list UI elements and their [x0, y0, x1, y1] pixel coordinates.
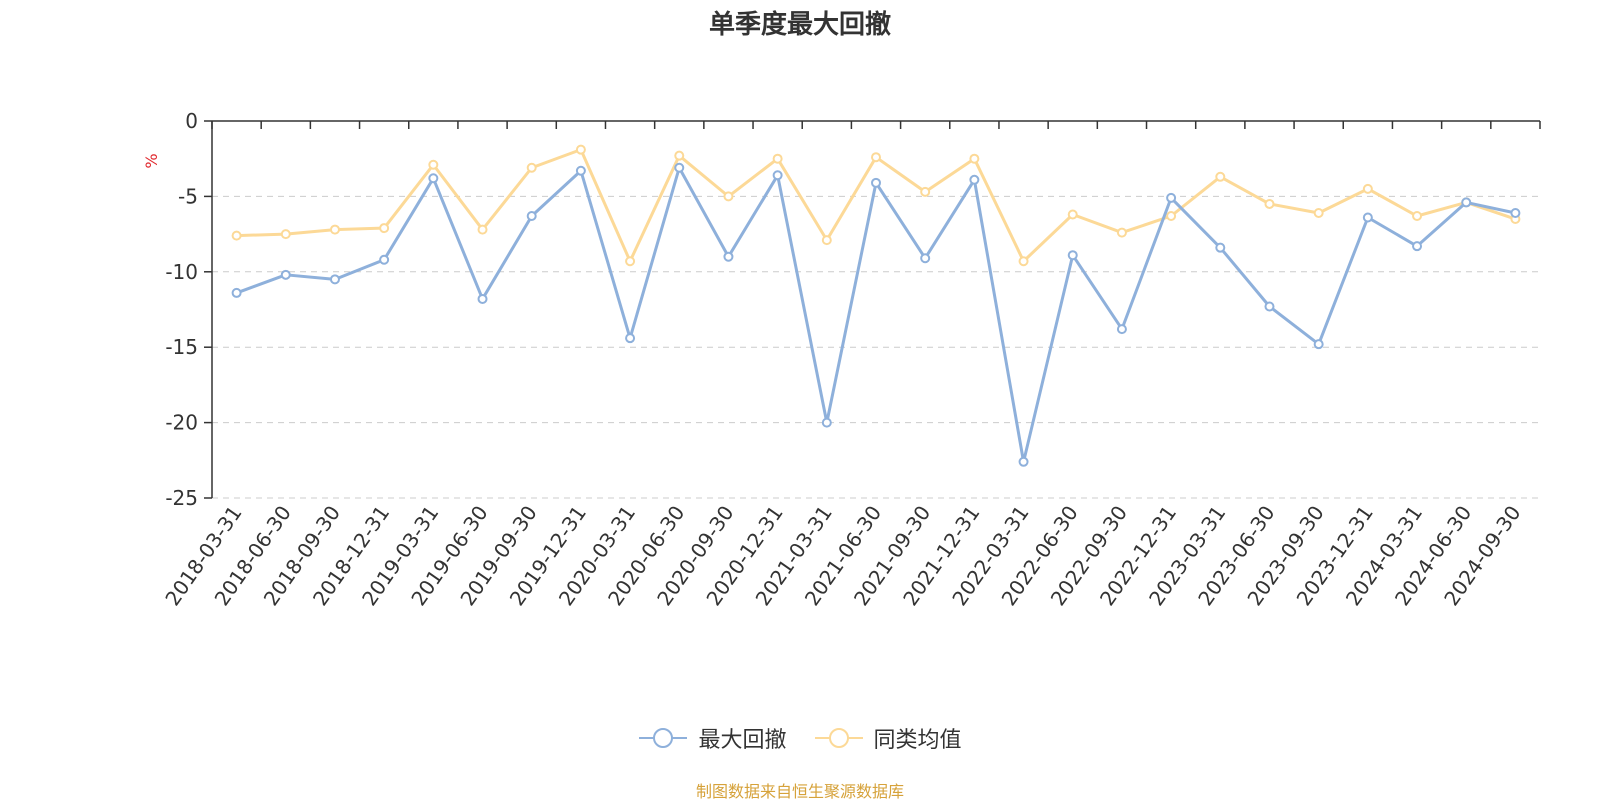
- data-point: [1264, 301, 1275, 312]
- data-point: [1166, 192, 1177, 203]
- data-point: [1461, 197, 1472, 208]
- data-point: [1018, 456, 1029, 467]
- data-point: [772, 153, 783, 164]
- legend: 最大回撤 同类均值: [0, 722, 1600, 756]
- legend-marker-peer-average: [814, 728, 863, 748]
- data-point: [575, 144, 586, 155]
- data-point: [1362, 183, 1373, 194]
- legend-item-peer-average[interactable]: 同类均值: [814, 722, 962, 754]
- series-1: [231, 144, 1521, 267]
- y-axis-label: %: [142, 153, 161, 168]
- data-point: [1067, 209, 1078, 220]
- data-point: [1412, 211, 1423, 222]
- data-point: [969, 153, 980, 164]
- source-note: 制图数据来自恒生聚源数据库: [695, 782, 904, 801]
- data-point: [231, 287, 242, 298]
- data-point: [772, 170, 783, 181]
- data-point: [1166, 211, 1177, 222]
- data-point: [379, 223, 390, 234]
- data-point: [329, 274, 340, 285]
- data-point: [674, 150, 685, 161]
- data-point: [1018, 256, 1029, 267]
- data-point: [969, 174, 980, 185]
- data-point: [1313, 207, 1324, 218]
- data-point: [280, 269, 291, 280]
- data-point: [575, 165, 586, 176]
- y-tick-label: -5: [178, 184, 198, 208]
- data-point: [477, 224, 488, 235]
- data-point: [871, 152, 881, 163]
- data-point: [1412, 241, 1423, 252]
- data-point: [477, 293, 488, 304]
- data-point: [1215, 171, 1226, 182]
- data-point: [1313, 339, 1324, 350]
- y-tick-label: -20: [165, 411, 198, 435]
- data-point: [674, 162, 685, 173]
- data-point: [231, 230, 242, 241]
- data-point: [920, 186, 931, 197]
- data-point: [1510, 207, 1521, 218]
- data-point: [625, 333, 636, 344]
- legend-item-max-drawdown[interactable]: 最大回撤: [638, 722, 787, 754]
- data-point: [1264, 198, 1275, 209]
- data-point: [428, 173, 439, 184]
- series-0: [231, 162, 1521, 467]
- data-point: [625, 256, 636, 267]
- data-point: [821, 235, 832, 246]
- data-point: [379, 254, 390, 265]
- data-point: [723, 251, 734, 262]
- y-tick-label: -10: [165, 260, 198, 284]
- legend-label-max-drawdown: 最大回撤: [698, 728, 787, 753]
- data-point: [329, 224, 340, 235]
- series-line: [236, 148, 1516, 263]
- data-point: [723, 191, 734, 202]
- chart-title: 单季度最大回撤: [708, 10, 891, 40]
- data-point: [1215, 242, 1226, 253]
- data-point: [871, 177, 881, 188]
- data-point: [526, 162, 537, 173]
- data-point: [280, 229, 291, 240]
- data-point: [821, 417, 832, 428]
- data-point: [428, 159, 439, 170]
- data-point: [526, 211, 537, 222]
- data-point: [920, 253, 931, 264]
- data-point: [1362, 212, 1373, 223]
- data-point: [1116, 324, 1127, 335]
- y-tick-label: -25: [165, 486, 198, 510]
- y-tick-label: -15: [165, 335, 198, 359]
- legend-marker-max-drawdown: [639, 728, 688, 748]
- legend-label-peer-average: 同类均值: [873, 728, 962, 753]
- y-tick-label: 0: [185, 109, 198, 133]
- data-point: [1116, 227, 1127, 238]
- data-point: [1067, 250, 1078, 261]
